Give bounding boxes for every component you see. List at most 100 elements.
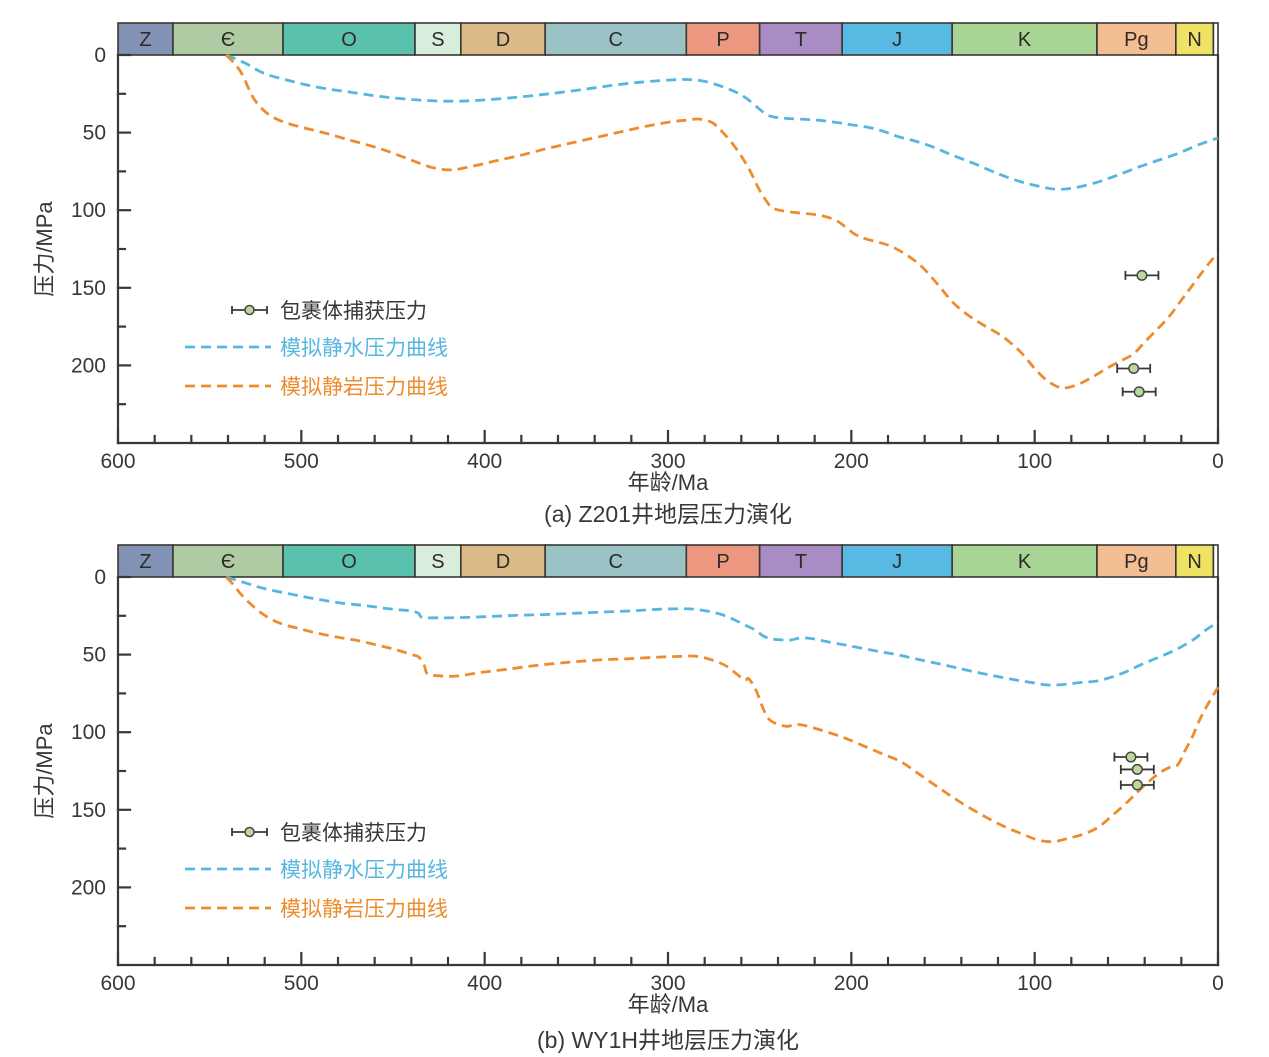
- x-tick-label-300: 300: [650, 972, 685, 995]
- legend-item: 模拟静岩压力曲线: [185, 898, 448, 921]
- period-block-Є: [172, 544, 284, 578]
- x-tick-label-600: 600: [100, 450, 135, 473]
- period-block-q: [1212, 22, 1219, 56]
- period-block-O: [282, 22, 416, 56]
- period-block-N: [1175, 544, 1215, 578]
- x-tick-label-0: 0: [1212, 450, 1224, 473]
- hydrostatic-pressure-curve: [225, 575, 1219, 687]
- inclusion-pressure-points: [1116, 269, 1160, 398]
- x-axis-title: 年龄/Ma: [628, 470, 709, 495]
- legend-label: 模拟静水压力曲线: [280, 859, 448, 882]
- y-tick-label-100: 100: [71, 721, 106, 744]
- period-label-K: K: [1018, 551, 1032, 573]
- period-block-J: [841, 544, 953, 578]
- legend-point-marker: [244, 826, 255, 838]
- legend-label: 包裹体捕获压力: [280, 822, 427, 845]
- y-tick-label-200: 200: [71, 876, 106, 899]
- axes: [116, 53, 1220, 445]
- period-label-D: D: [496, 29, 510, 51]
- period-block-Pg: [1096, 22, 1177, 56]
- period-label-Z: Z: [139, 29, 151, 51]
- legend-label: 模拟静岩压力曲线: [280, 898, 448, 921]
- period-label-K: K: [1018, 29, 1032, 51]
- x-tick-label-200: 200: [834, 450, 869, 473]
- y-tick-label-100: 100: [71, 199, 106, 222]
- x-tick-label-300: 300: [650, 450, 685, 473]
- period-label-N: N: [1187, 551, 1201, 573]
- period-label-Pg: Pg: [1124, 551, 1148, 573]
- legend-item: 包裹体捕获压力: [231, 822, 427, 845]
- period-block-Z: [117, 22, 174, 56]
- period-label-P: P: [716, 29, 729, 51]
- legend-point-marker: [244, 304, 255, 316]
- x-tick-label-400: 400: [467, 972, 502, 995]
- x-tick-label-400: 400: [467, 450, 502, 473]
- caption-panel-b: (b) WY1H井地层压力演化: [537, 1027, 799, 1053]
- period-block-P: [685, 544, 761, 578]
- x-tick-label-200: 200: [834, 972, 869, 995]
- lithostatic-pressure-curve: [225, 576, 1220, 844]
- period-label-O: O: [341, 29, 357, 51]
- period-label-J: J: [892, 551, 902, 573]
- x-tick-label-0: 0: [1212, 972, 1224, 995]
- legend-label: 模拟静岩压力曲线: [280, 376, 448, 399]
- axes: [116, 575, 1220, 967]
- period-block-S: [414, 544, 462, 578]
- x-tick-label-100: 100: [1017, 450, 1052, 473]
- period-block-J: [841, 22, 953, 56]
- period-label-Z: Z: [139, 551, 151, 573]
- geologic-timescale-bar: Z Є O S D C P T J K Pg N: [117, 544, 1219, 578]
- y-tick-label-50: 50: [83, 122, 106, 145]
- period-block-Pg: [1096, 544, 1177, 578]
- period-label-N: N: [1187, 29, 1201, 51]
- legend-item: 模拟静岩压力曲线: [185, 376, 448, 399]
- legend-label: 模拟静水压力曲线: [280, 337, 448, 360]
- geologic-timescale-bar: Z Є O S D C P T J K Pg N: [117, 22, 1219, 56]
- period-block-D: [460, 544, 546, 578]
- y-tick-label-200: 200: [71, 354, 106, 377]
- legend-item: 模拟静水压力曲线: [185, 859, 448, 882]
- legend-item: 包裹体捕获压力: [231, 300, 427, 323]
- x-axis-title: 年龄/Ma: [628, 992, 709, 1017]
- legend-item: 模拟静水压力曲线: [185, 337, 448, 360]
- period-block-q: [1212, 544, 1219, 578]
- panel-b: Z Є O S D C P T J K Pg N 600 500 400 300 200 100 0 0 50 100 15…: [32, 544, 1224, 1017]
- inclusion-point: [1125, 751, 1137, 763]
- period-block-D: [460, 22, 546, 56]
- panel-a: Z Є O S D C P T J K Pg N 600 500 400 300 200 100 0 0 50 100 15…: [32, 22, 1224, 495]
- period-label-C: C: [609, 551, 623, 573]
- y-axis-title: 压力/MPa: [32, 723, 57, 819]
- y-tick-label-150: 150: [71, 799, 106, 822]
- y-tick-label-0: 0: [94, 566, 106, 589]
- period-label-T: T: [795, 551, 807, 573]
- inclusion-point: [1131, 779, 1143, 791]
- period-label-S: S: [431, 551, 444, 573]
- period-block-P: [685, 22, 761, 56]
- lithostatic-pressure-curve: [225, 54, 1219, 390]
- hydrostatic-pressure-curve: [225, 53, 1219, 191]
- period-block-T: [758, 544, 843, 578]
- period-label-Є: Є: [221, 29, 235, 51]
- period-label-C: C: [609, 29, 623, 51]
- x-tick-label-500: 500: [284, 972, 319, 995]
- period-label-Pg: Pg: [1124, 29, 1148, 51]
- period-label-D: D: [496, 551, 510, 573]
- inclusion-point: [1136, 269, 1148, 281]
- period-label-O: O: [341, 551, 357, 573]
- x-tick-label-500: 500: [284, 450, 319, 473]
- period-label-J: J: [892, 29, 902, 51]
- y-axis-title: 压力/MPa: [32, 201, 57, 297]
- inclusion-point: [1128, 362, 1140, 375]
- inclusion-pressure-points: [1113, 751, 1155, 791]
- caption-panel-a: (a) Z201井地层压力演化: [544, 501, 792, 527]
- period-label-T: T: [795, 29, 807, 51]
- y-tick-label-0: 0: [94, 44, 106, 67]
- inclusion-point: [1133, 386, 1145, 398]
- x-tick-label-600: 600: [100, 972, 135, 995]
- y-tick-label-150: 150: [71, 277, 106, 300]
- period-label-S: S: [431, 29, 444, 51]
